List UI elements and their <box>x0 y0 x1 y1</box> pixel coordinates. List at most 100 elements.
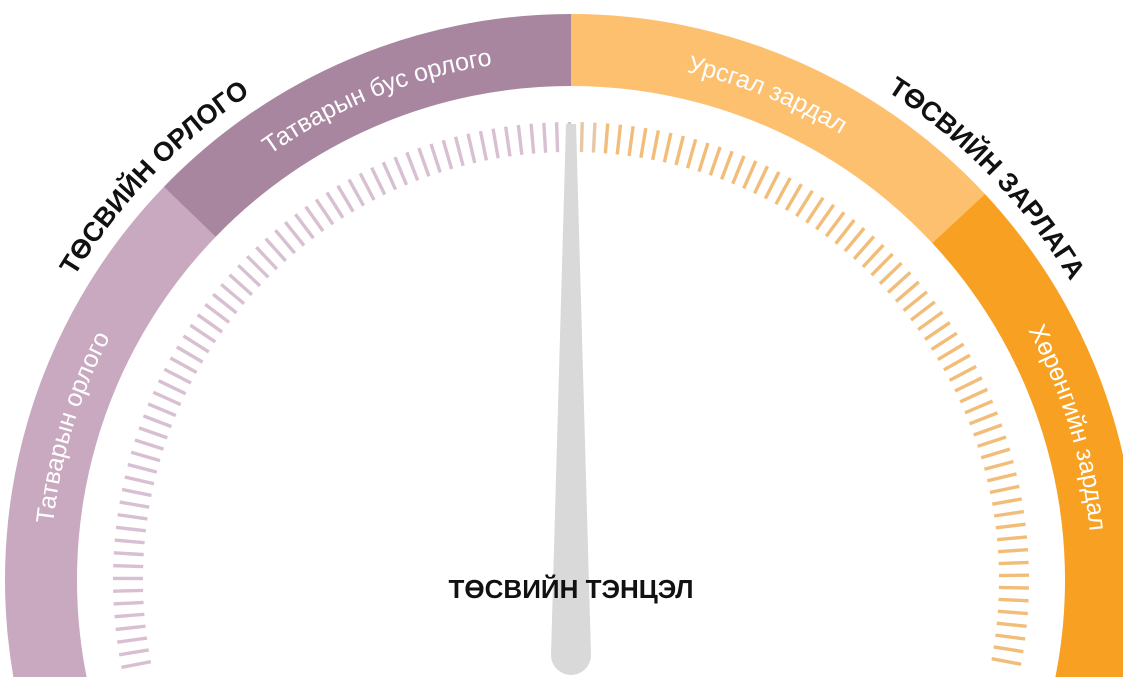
tick <box>996 535 1028 542</box>
tick <box>708 146 722 176</box>
tick <box>121 659 152 670</box>
tick <box>147 402 177 418</box>
tick <box>121 487 152 498</box>
tick <box>441 139 454 170</box>
tick <box>996 621 1027 628</box>
tick <box>274 229 297 255</box>
tick <box>370 166 387 196</box>
tick <box>662 132 673 163</box>
tick <box>124 475 155 486</box>
center-label: ТӨСВИЙН ТЭНЦЭЛ <box>449 574 694 604</box>
tick <box>968 411 999 426</box>
tick <box>995 633 1026 641</box>
tick <box>943 353 971 372</box>
tick <box>196 313 224 334</box>
tick <box>189 323 217 344</box>
tick <box>615 124 623 155</box>
tick <box>138 426 168 440</box>
tick <box>127 462 158 474</box>
tick <box>603 123 610 154</box>
tick <box>204 303 231 324</box>
tick <box>119 500 150 509</box>
tick <box>894 280 920 303</box>
tick <box>182 334 210 354</box>
tick <box>255 246 279 271</box>
tick <box>989 484 1020 495</box>
tick <box>948 364 977 382</box>
tick <box>991 497 1023 506</box>
tick <box>852 235 876 261</box>
tick <box>529 123 536 154</box>
tick <box>993 645 1024 654</box>
band <box>163 14 571 237</box>
bands <box>5 14 1123 677</box>
tick <box>115 624 146 632</box>
tick <box>579 122 584 153</box>
tick <box>212 292 238 315</box>
tick <box>115 525 147 533</box>
tick <box>795 189 814 218</box>
tick <box>163 367 192 385</box>
tick <box>283 221 306 247</box>
tick <box>516 124 524 156</box>
tick <box>763 171 781 200</box>
tick <box>650 130 661 161</box>
tick <box>152 390 182 407</box>
tick <box>719 150 734 180</box>
tick <box>113 551 144 557</box>
tick <box>142 414 173 429</box>
tick <box>113 600 144 606</box>
tick <box>986 472 1017 483</box>
tick <box>954 376 983 393</box>
tick <box>870 252 894 277</box>
needle <box>551 124 591 675</box>
tick <box>815 203 836 231</box>
tick <box>114 612 145 619</box>
tick <box>917 310 944 332</box>
tick <box>314 198 335 226</box>
tick <box>381 161 398 191</box>
tick <box>117 636 148 644</box>
tick <box>993 509 1025 518</box>
tick <box>491 128 500 159</box>
tick <box>264 237 287 263</box>
tick <box>503 126 512 157</box>
tick <box>878 261 903 285</box>
tick <box>964 399 994 415</box>
tick <box>220 283 246 306</box>
tick <box>554 122 560 153</box>
tick <box>902 290 929 312</box>
tick <box>639 127 648 159</box>
band <box>932 193 1123 677</box>
tick <box>973 423 1003 437</box>
tick <box>731 155 746 185</box>
tick <box>886 271 912 294</box>
tick <box>861 243 885 269</box>
tick <box>429 143 442 174</box>
tick <box>930 331 958 351</box>
tick <box>175 345 204 364</box>
tick-ring <box>112 121 1029 670</box>
tick <box>336 184 355 213</box>
tick <box>245 254 270 279</box>
tick <box>453 136 465 167</box>
tick <box>980 447 1011 460</box>
tick <box>542 122 548 153</box>
tick <box>924 321 951 341</box>
tick <box>784 183 803 211</box>
tick <box>117 512 148 521</box>
tick <box>169 356 198 374</box>
tick <box>228 273 254 296</box>
tick <box>113 588 144 593</box>
tick <box>834 219 856 245</box>
tick <box>685 138 698 169</box>
tick <box>134 438 165 451</box>
tick <box>478 130 489 161</box>
tick <box>130 450 161 463</box>
tick <box>774 177 792 206</box>
tick <box>294 213 315 240</box>
band <box>571 14 985 244</box>
tick <box>959 387 989 404</box>
